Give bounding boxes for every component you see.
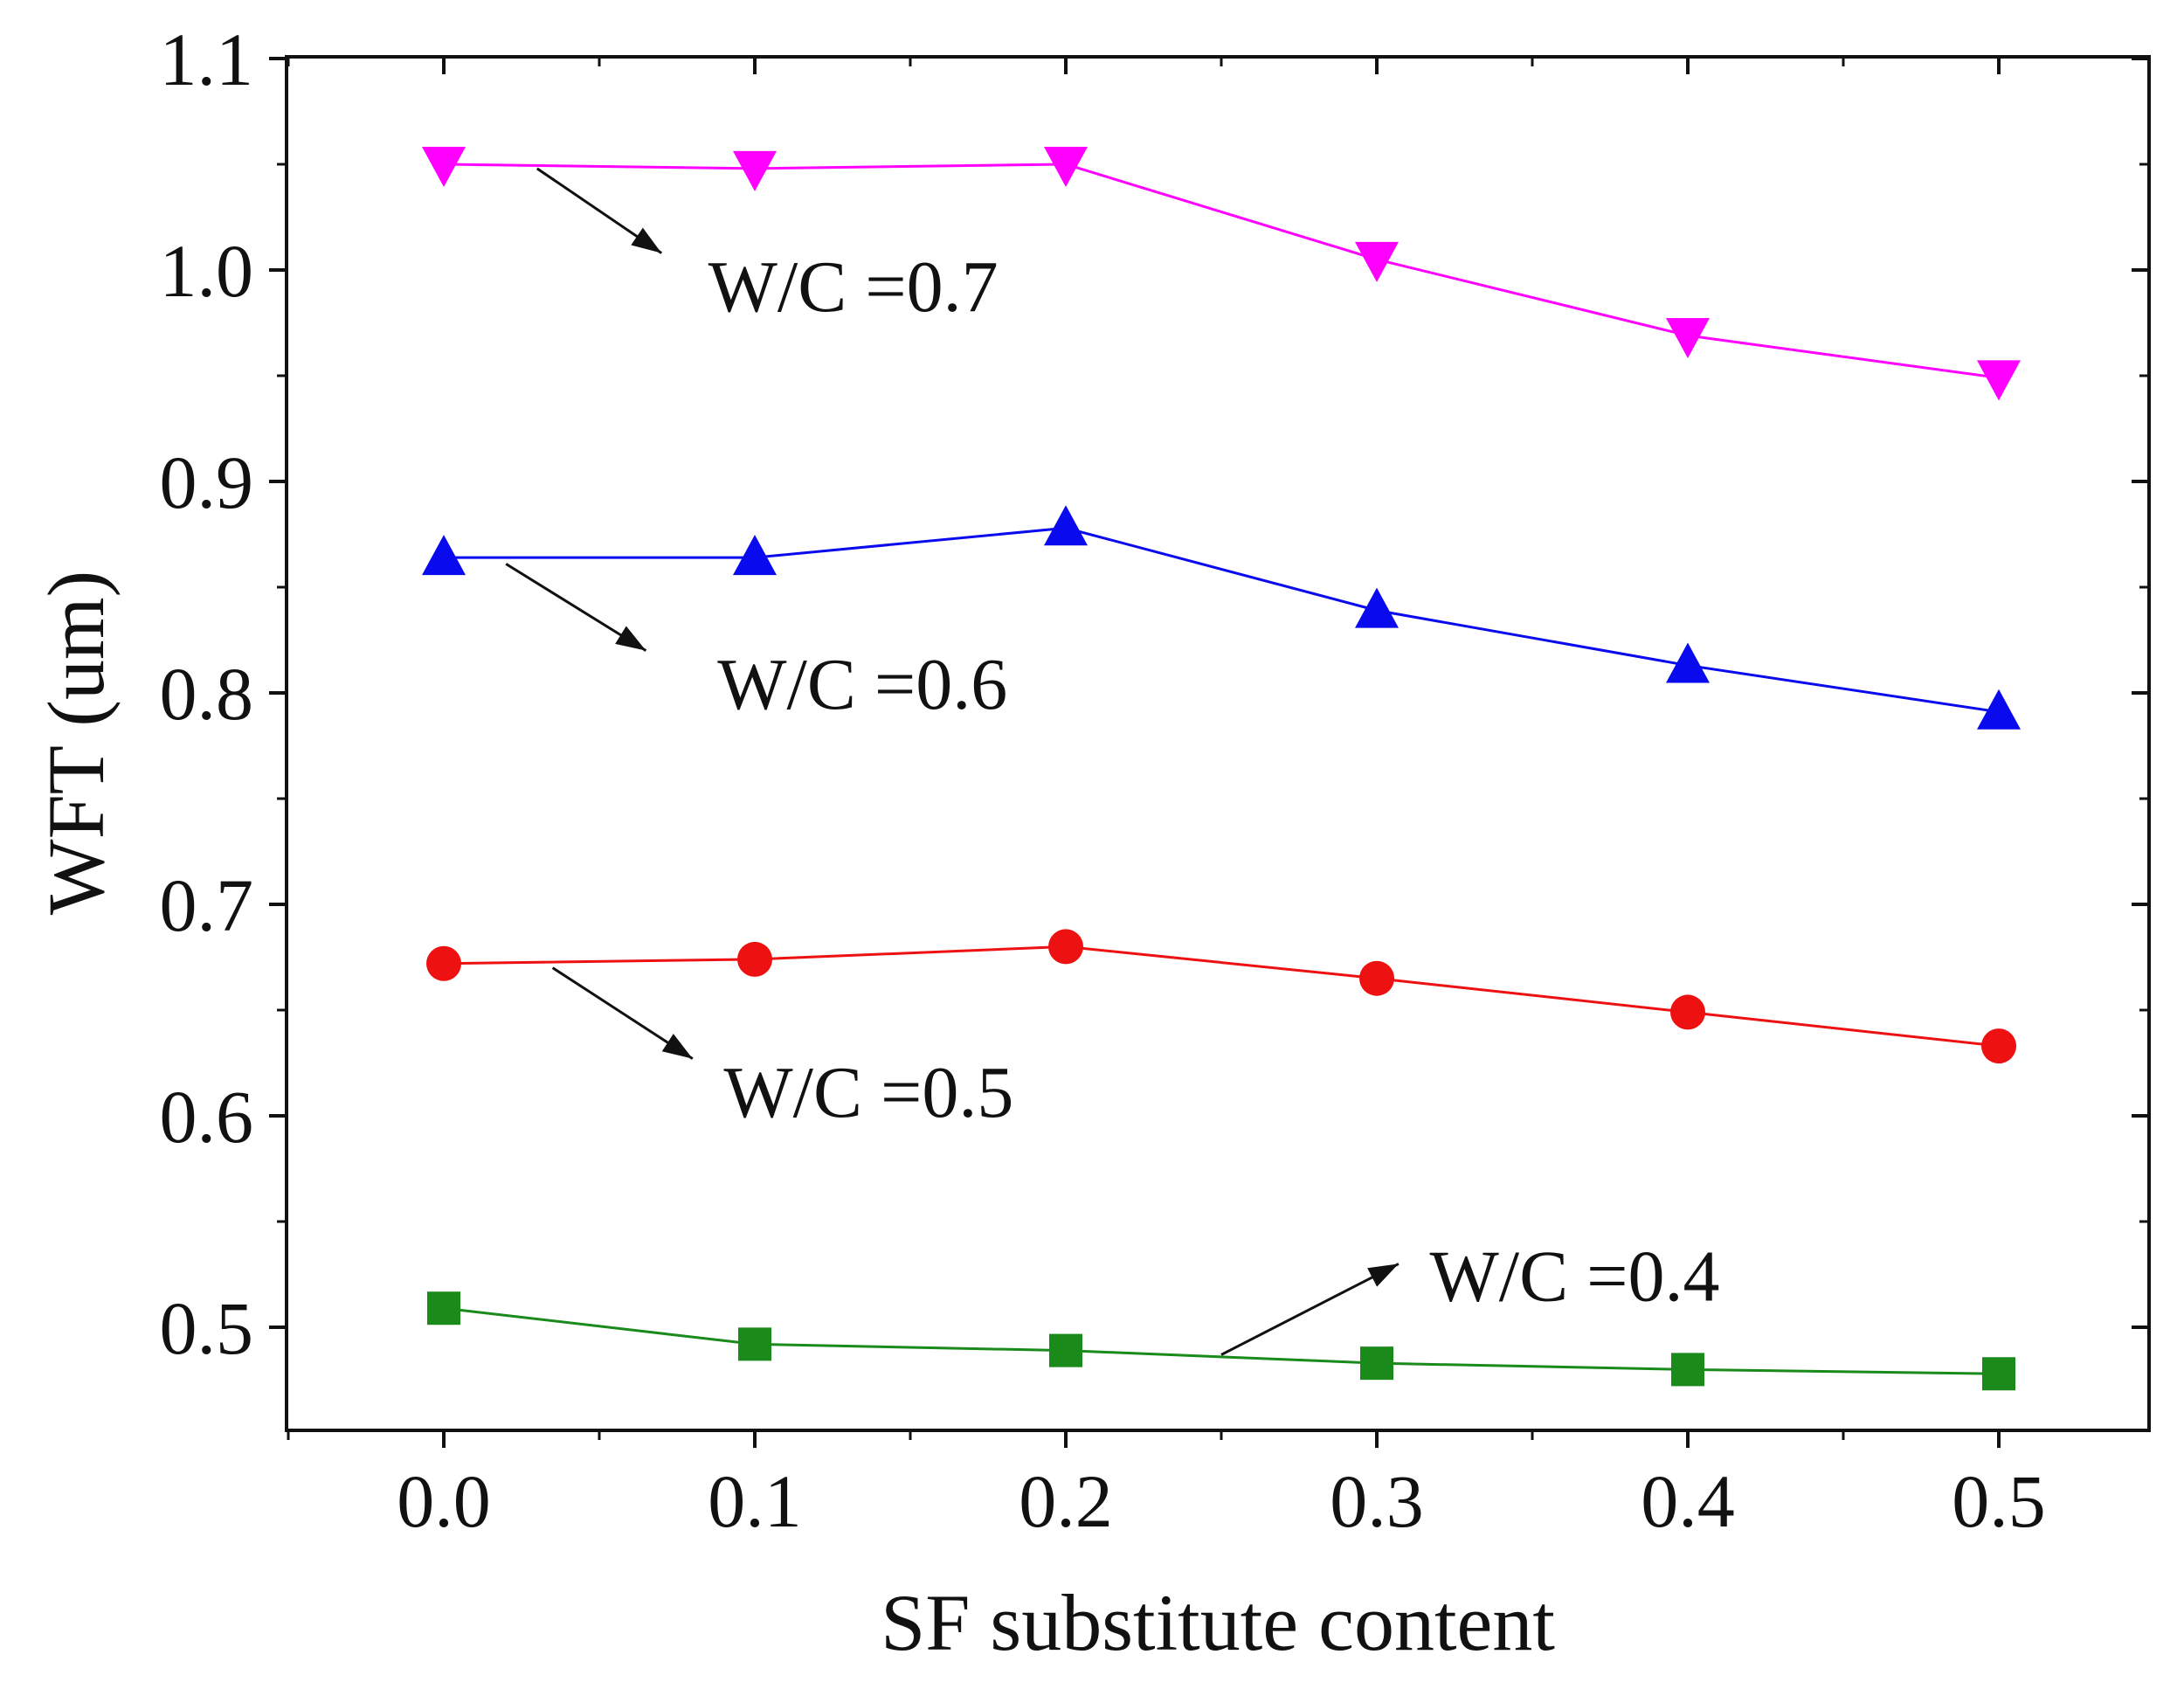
data-point <box>427 1291 460 1326</box>
x-axis-title: SF substitute content <box>881 1578 1555 1667</box>
data-point <box>1355 241 1399 282</box>
y-axis-title: WFT (um) <box>31 571 121 915</box>
data-point <box>1671 1353 1704 1387</box>
y-tick-label: 0.8 <box>160 652 254 736</box>
y-tick-label: 0.9 <box>160 440 254 524</box>
annotation: W/C =0.7 <box>536 167 999 328</box>
y-tick-label: 0.6 <box>160 1075 254 1159</box>
data-point <box>738 1327 771 1361</box>
y-tick-label: 0.5 <box>160 1286 254 1370</box>
data-point <box>737 941 772 977</box>
series-line <box>443 1306 2000 1375</box>
annotation-label: W/C =0.4 <box>1430 1236 1720 1318</box>
annotation-arrowhead <box>1367 1263 1399 1287</box>
x-tick-label: 0.3 <box>1330 1459 1424 1543</box>
data-point <box>426 945 461 981</box>
data-point <box>1666 318 1710 359</box>
data-point <box>1360 1346 1393 1381</box>
series-line <box>443 945 2000 1048</box>
annotation-arrowhead <box>661 1034 693 1059</box>
data-point <box>1666 642 1710 683</box>
annotations: W/C =0.7 W/C =0.6 W/C =0.5 W/C =0.4 <box>505 167 1720 1356</box>
x-tick-label: 0.0 <box>397 1459 491 1543</box>
annotation: W/C =0.6 <box>505 563 1007 725</box>
data-point <box>1670 994 1705 1030</box>
data-point <box>1977 689 2021 730</box>
data-point <box>422 535 466 576</box>
plot-frame <box>285 55 2151 1432</box>
data-point <box>1049 1333 1082 1367</box>
data-point <box>1359 960 1394 996</box>
series-line <box>443 163 2000 379</box>
series-0.6 <box>422 505 2021 730</box>
series-line <box>444 526 2000 714</box>
x-tick-label: 0.2 <box>1019 1459 1113 1543</box>
data-point <box>1048 929 1083 965</box>
axes: 0.0 0.1 0.2 0.3 0.4 0.5 0.5 0.6 0.7 0.8 0.9 1.0 1.1 <box>160 17 2149 1543</box>
series-0.5 <box>426 929 2016 1064</box>
x-tick-label: 0.1 <box>708 1459 802 1543</box>
series-layer <box>422 147 2021 1391</box>
annotation-arrow <box>1220 1263 1400 1356</box>
series-0.7 <box>422 147 2021 401</box>
annotation-arrowhead <box>631 227 662 253</box>
y-tick-label: 1.1 <box>160 17 254 101</box>
y-tick-label: 0.7 <box>160 863 254 947</box>
annotation-label: W/C =0.5 <box>723 1052 1013 1133</box>
data-point <box>733 150 777 191</box>
y-tick-label: 1.0 <box>160 229 254 313</box>
x-tick-label: 0.4 <box>1641 1459 1735 1543</box>
data-point <box>1982 1357 2015 1391</box>
annotation: W/C =0.5 <box>551 966 1013 1133</box>
annotation-label: W/C =0.7 <box>708 246 999 328</box>
data-point <box>1044 147 1088 187</box>
data-point <box>422 147 466 187</box>
data-point <box>1981 1028 2016 1064</box>
annotation: W/C =0.4 <box>1220 1236 1720 1356</box>
data-point <box>1044 505 1088 546</box>
series-0.4 <box>427 1291 2015 1391</box>
x-tick-label: 0.5 <box>1952 1459 2046 1543</box>
data-point <box>1355 587 1399 628</box>
data-point <box>1977 360 2021 401</box>
data-point <box>733 535 777 576</box>
annotation-label: W/C =0.6 <box>717 644 1007 725</box>
annotation-arrowhead <box>615 626 646 651</box>
